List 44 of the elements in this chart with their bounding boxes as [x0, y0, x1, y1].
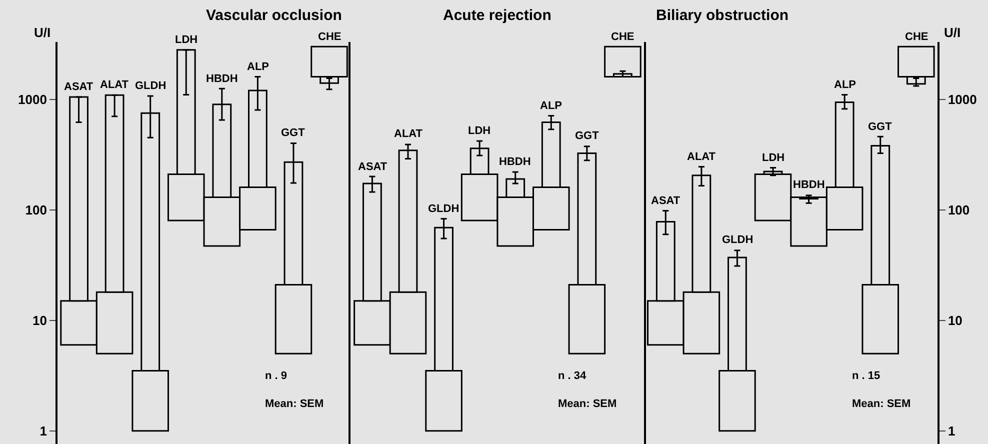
bar [604, 46, 642, 78]
y-tick-label: 10 [32, 312, 47, 328]
category-label: ASAT [358, 161, 388, 173]
y-axis-title: U/I [34, 25, 51, 40]
category-label: ALP [247, 61, 269, 73]
category-label: ASAT [651, 195, 680, 207]
y-axis-title: U/I [944, 25, 961, 40]
annotation: Mean: SEM [852, 398, 911, 410]
category-label: LDH [468, 125, 491, 137]
annotation: Mean: SEM [558, 398, 617, 410]
chart-title: Acute rejection [443, 7, 552, 24]
category-label: GGT [868, 121, 892, 133]
y-tick-label: 100 [25, 202, 47, 218]
category-label: ALAT [100, 79, 129, 91]
category-label: ALAT [394, 128, 423, 140]
category-label: GLDH [428, 203, 460, 215]
y-tick-label: 1000 [948, 92, 977, 107]
category-label: GGT [575, 130, 599, 142]
annotation: n . 9 [265, 370, 288, 382]
category-label: CHE [611, 31, 634, 43]
annotation: Mean: SEM [265, 398, 324, 410]
category-label: HBDH [499, 156, 531, 168]
annotation: n . 15 [852, 370, 880, 382]
category-label: ALP [540, 100, 562, 112]
category-label: ALAT [687, 151, 716, 163]
y-tick-label: 100 [948, 202, 970, 218]
category-label: HBDH [793, 179, 825, 191]
category-label: ALP [834, 79, 856, 91]
category-label: LDH [175, 34, 198, 46]
chart-title: Biliary obstruction [656, 7, 789, 24]
category-label: GGT [281, 127, 305, 139]
y-tick-label: 10 [948, 312, 962, 328]
category-label: ASAT [64, 81, 94, 93]
category-label: GLDH [135, 80, 166, 92]
category-label: CHE [318, 31, 342, 43]
chart-title: Vascular occlusion [206, 7, 342, 24]
category-label: HBDH [206, 73, 238, 85]
category-label: GLDH [722, 234, 754, 246]
y-tick-label: 1 [948, 423, 956, 438]
category-label: LDH [762, 152, 785, 164]
y-tick-label: 1000 [18, 92, 47, 107]
annotation: n . 34 [558, 370, 588, 382]
category-label: CHE [905, 31, 928, 43]
y-tick-label: 1 [40, 423, 47, 438]
